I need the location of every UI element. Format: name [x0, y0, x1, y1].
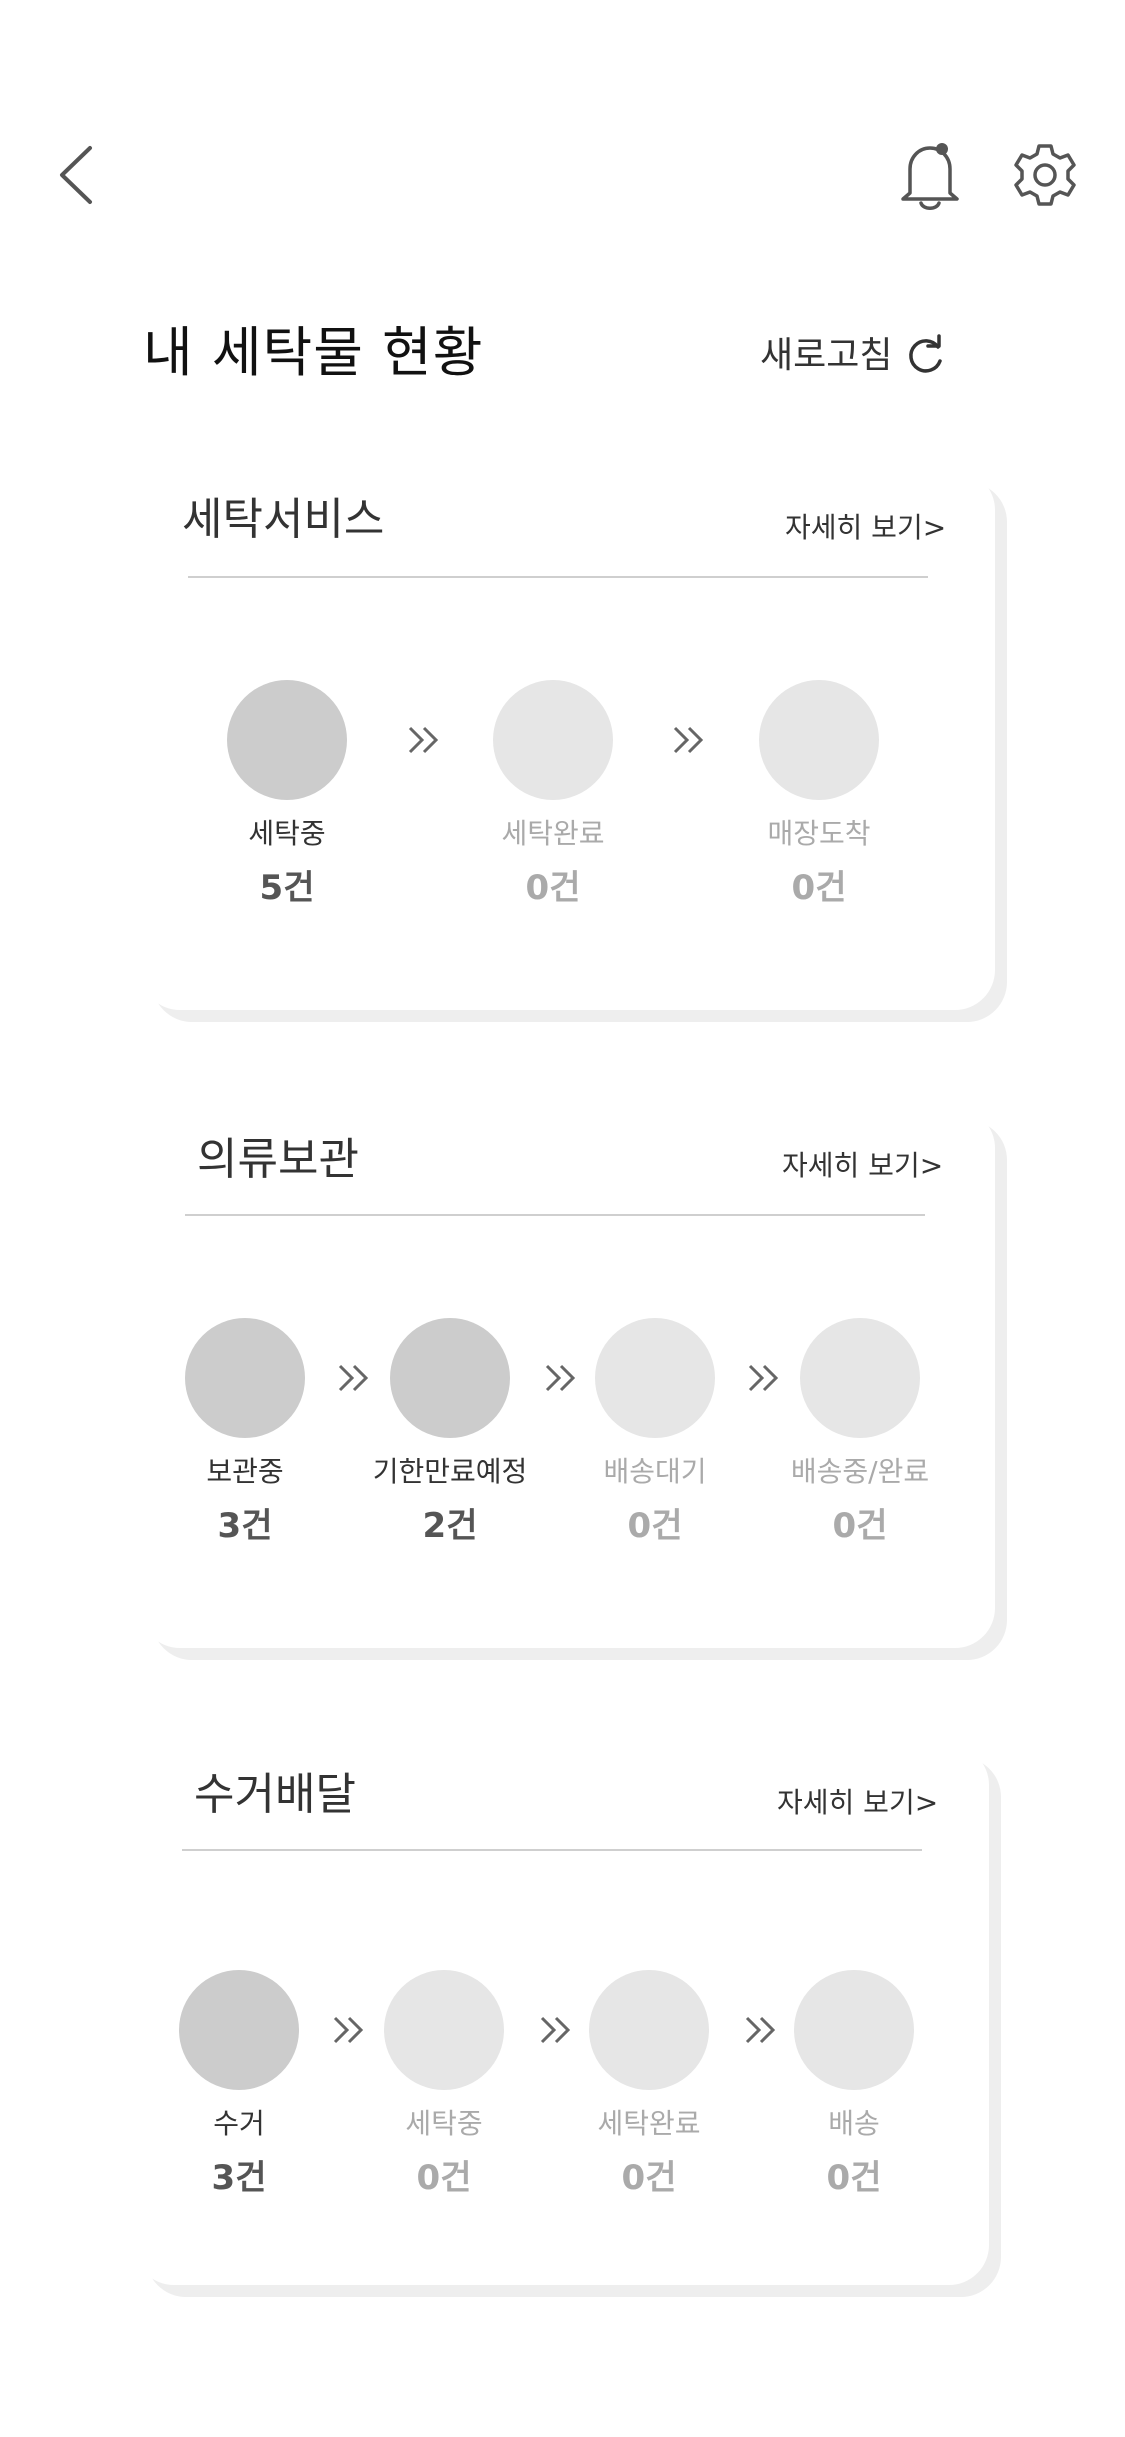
card-divider: [185, 1214, 925, 1216]
step-label: 배송중/완료: [790, 1455, 930, 1488]
status-circle[interactable]: [384, 1970, 504, 2090]
double-chevron-right-icon: [745, 2016, 776, 2044]
double-chevron-right-icon: [748, 1364, 779, 1392]
status-step-expiring-soon[interactable]: 기한만료예정 2건: [355, 1318, 545, 1548]
status-step-delivering-complete[interactable]: 배송중/완료 0건: [765, 1318, 955, 1548]
back-button[interactable]: [50, 140, 106, 210]
status-step-awaiting-delivery[interactable]: 배송대기 0건: [560, 1318, 750, 1548]
chevron-left-icon: [60, 146, 92, 204]
notification-button[interactable]: [895, 135, 965, 215]
step-count: 3건: [217, 1506, 273, 1546]
status-circle[interactable]: [185, 1318, 305, 1438]
step-label: 세탁완료: [501, 817, 605, 850]
step-count: 0건: [791, 868, 847, 908]
step-label: 보관중: [206, 1455, 284, 1488]
card-title: 세탁서비스: [182, 494, 385, 545]
status-step-pickup[interactable]: 수거 3건: [144, 1970, 334, 2200]
step-count: 0건: [416, 2158, 472, 2198]
step-count: 0건: [826, 2158, 882, 2198]
double-chevron-right-icon: [545, 1364, 576, 1392]
double-chevron-right-icon: [408, 726, 439, 754]
status-step-wash-complete[interactable]: 세탁완료 0건: [554, 1970, 744, 2200]
status-step-washing[interactable]: 세탁중 5건: [192, 680, 382, 910]
step-count: 0건: [621, 2158, 677, 2198]
double-chevron-right-icon: [333, 2016, 364, 2044]
laundry-service-card: 세탁서비스 자세히 보기> 세탁중 5건 세탁완료 0건 매장도착 0건: [140, 470, 995, 1010]
step-count: 2건: [422, 1506, 478, 1546]
step-label: 배송대기: [603, 1455, 707, 1488]
double-chevron-right-icon: [338, 1364, 369, 1392]
step-count: 0건: [832, 1506, 888, 1546]
status-circle[interactable]: [589, 1970, 709, 2090]
status-step-store-arrival[interactable]: 매장도착 0건: [724, 680, 914, 910]
card-divider: [188, 576, 928, 578]
view-details-link[interactable]: 자세히 보기>: [777, 1786, 939, 1819]
step-count: 0건: [525, 868, 581, 908]
refresh-icon: [909, 334, 943, 373]
step-label: 세탁완료: [597, 2107, 701, 2140]
step-label: 세탁중: [248, 817, 326, 850]
pickup-delivery-card: 수거배달 자세히 보기> 수거 3건 세탁중 0건 세탁완료 0건 배송 0건: [134, 1745, 989, 2285]
view-details-link[interactable]: 자세히 보기>: [785, 511, 947, 544]
double-chevron-right-icon: [540, 2016, 571, 2044]
status-step-delivery[interactable]: 배송 0건: [759, 1970, 949, 2200]
card-title: 의류보관: [197, 1134, 359, 1185]
bell-icon: [901, 143, 959, 210]
status-step-in-storage[interactable]: 보관중 3건: [150, 1318, 340, 1548]
status-circle[interactable]: [179, 1970, 299, 2090]
step-label: 배송: [828, 2107, 880, 2140]
status-circle[interactable]: [595, 1318, 715, 1438]
card-title: 수거배달: [194, 1769, 356, 1820]
status-circle[interactable]: [794, 1970, 914, 2090]
refresh-button[interactable]: 새로고침: [760, 328, 948, 384]
step-count: 3건: [211, 2158, 267, 2198]
status-step-washing[interactable]: 세탁중 0건: [349, 1970, 539, 2200]
clothing-storage-card: 의류보관 자세히 보기> 보관중 3건 기한만료예정 2건 배송대기 0건 배송…: [140, 1108, 995, 1648]
step-count: 5건: [259, 868, 315, 908]
status-circle[interactable]: [759, 680, 879, 800]
step-label: 수거: [213, 2107, 265, 2140]
view-details-link[interactable]: 자세히 보기>: [782, 1149, 944, 1182]
gear-icon: [1014, 144, 1076, 206]
status-circle[interactable]: [800, 1318, 920, 1438]
status-circle[interactable]: [227, 680, 347, 800]
settings-button[interactable]: [1010, 140, 1080, 210]
status-circle[interactable]: [390, 1318, 510, 1438]
notification-dot: [936, 143, 948, 155]
step-label: 세탁중: [405, 2107, 483, 2140]
double-chevron-right-icon: [673, 726, 704, 754]
page-title: 내 세탁물 현황: [143, 321, 484, 384]
step-label: 매장도착: [767, 817, 871, 850]
refresh-label: 새로고침: [760, 335, 893, 376]
card-divider: [182, 1849, 922, 1851]
status-circle[interactable]: [493, 680, 613, 800]
step-label: 기한만료예정: [372, 1455, 528, 1488]
step-count: 0건: [627, 1506, 683, 1546]
status-step-wash-complete[interactable]: 세탁완료 0건: [458, 680, 648, 910]
